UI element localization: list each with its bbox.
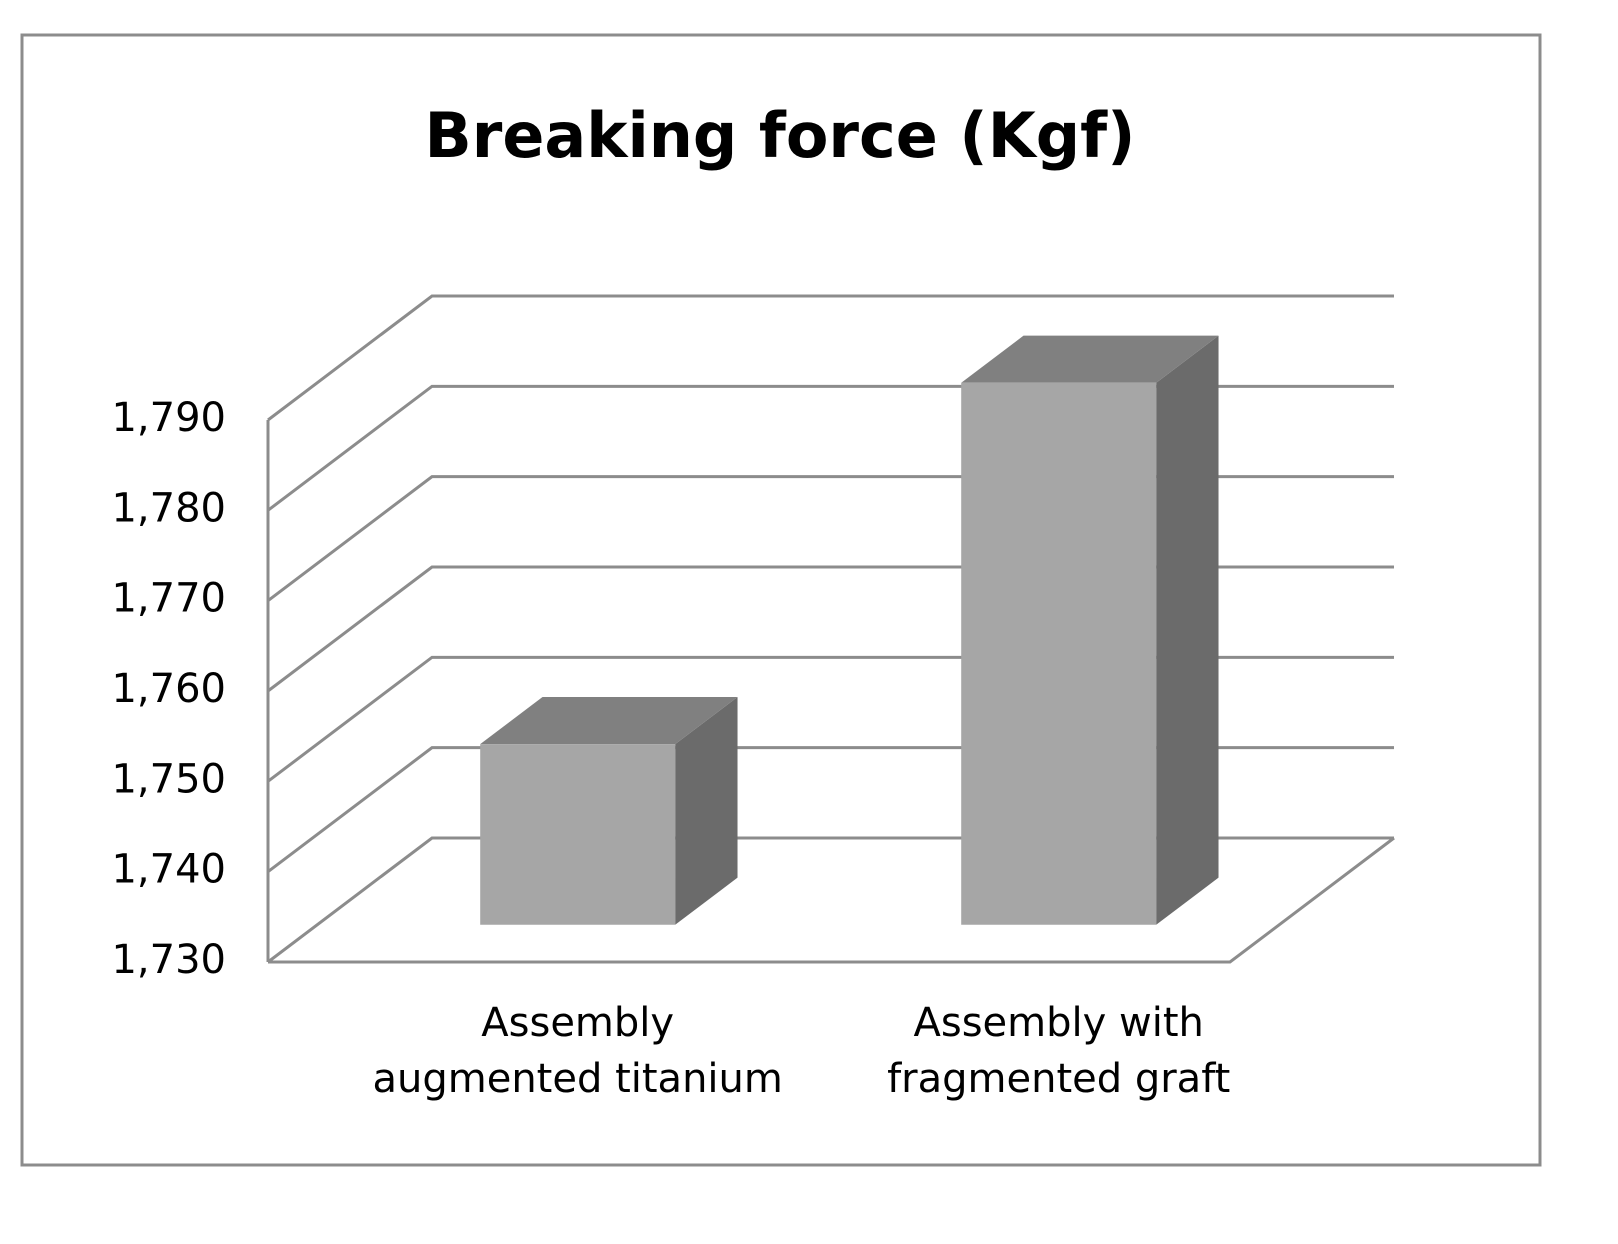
bar-side xyxy=(1156,335,1219,925)
bar xyxy=(480,744,676,925)
floor-edge xyxy=(268,836,1395,964)
y-tick-label: 1,750 xyxy=(111,756,226,802)
y-tick-label: 1,740 xyxy=(111,847,226,893)
bar-side xyxy=(675,697,738,925)
y-tick-label: 1,790 xyxy=(111,395,226,441)
grid-line xyxy=(267,294,1394,422)
y-tick-label: 1,770 xyxy=(111,576,226,622)
y-tick-label: 1,760 xyxy=(111,666,226,712)
bar-top xyxy=(480,697,738,745)
bar-top xyxy=(961,335,1219,383)
bar xyxy=(961,382,1157,925)
x-tick-label: Assembly augmented titanium xyxy=(372,1000,783,1102)
chart-title: Breaking force (Kgf) xyxy=(425,99,1136,172)
y-tick-label: 1,780 xyxy=(111,485,226,531)
x-tick-label: Assembly with fragmented graft xyxy=(887,1000,1231,1102)
chart-frame xyxy=(20,33,1542,1167)
y-tick-label: 1,730 xyxy=(111,937,226,983)
